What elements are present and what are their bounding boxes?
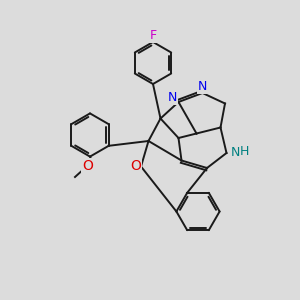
Text: N: N	[198, 80, 207, 94]
Text: O: O	[82, 159, 93, 172]
Text: O: O	[130, 160, 141, 173]
Text: F: F	[149, 29, 157, 42]
Text: N: N	[231, 146, 240, 160]
Text: H: H	[240, 145, 249, 158]
Text: N: N	[168, 91, 177, 104]
